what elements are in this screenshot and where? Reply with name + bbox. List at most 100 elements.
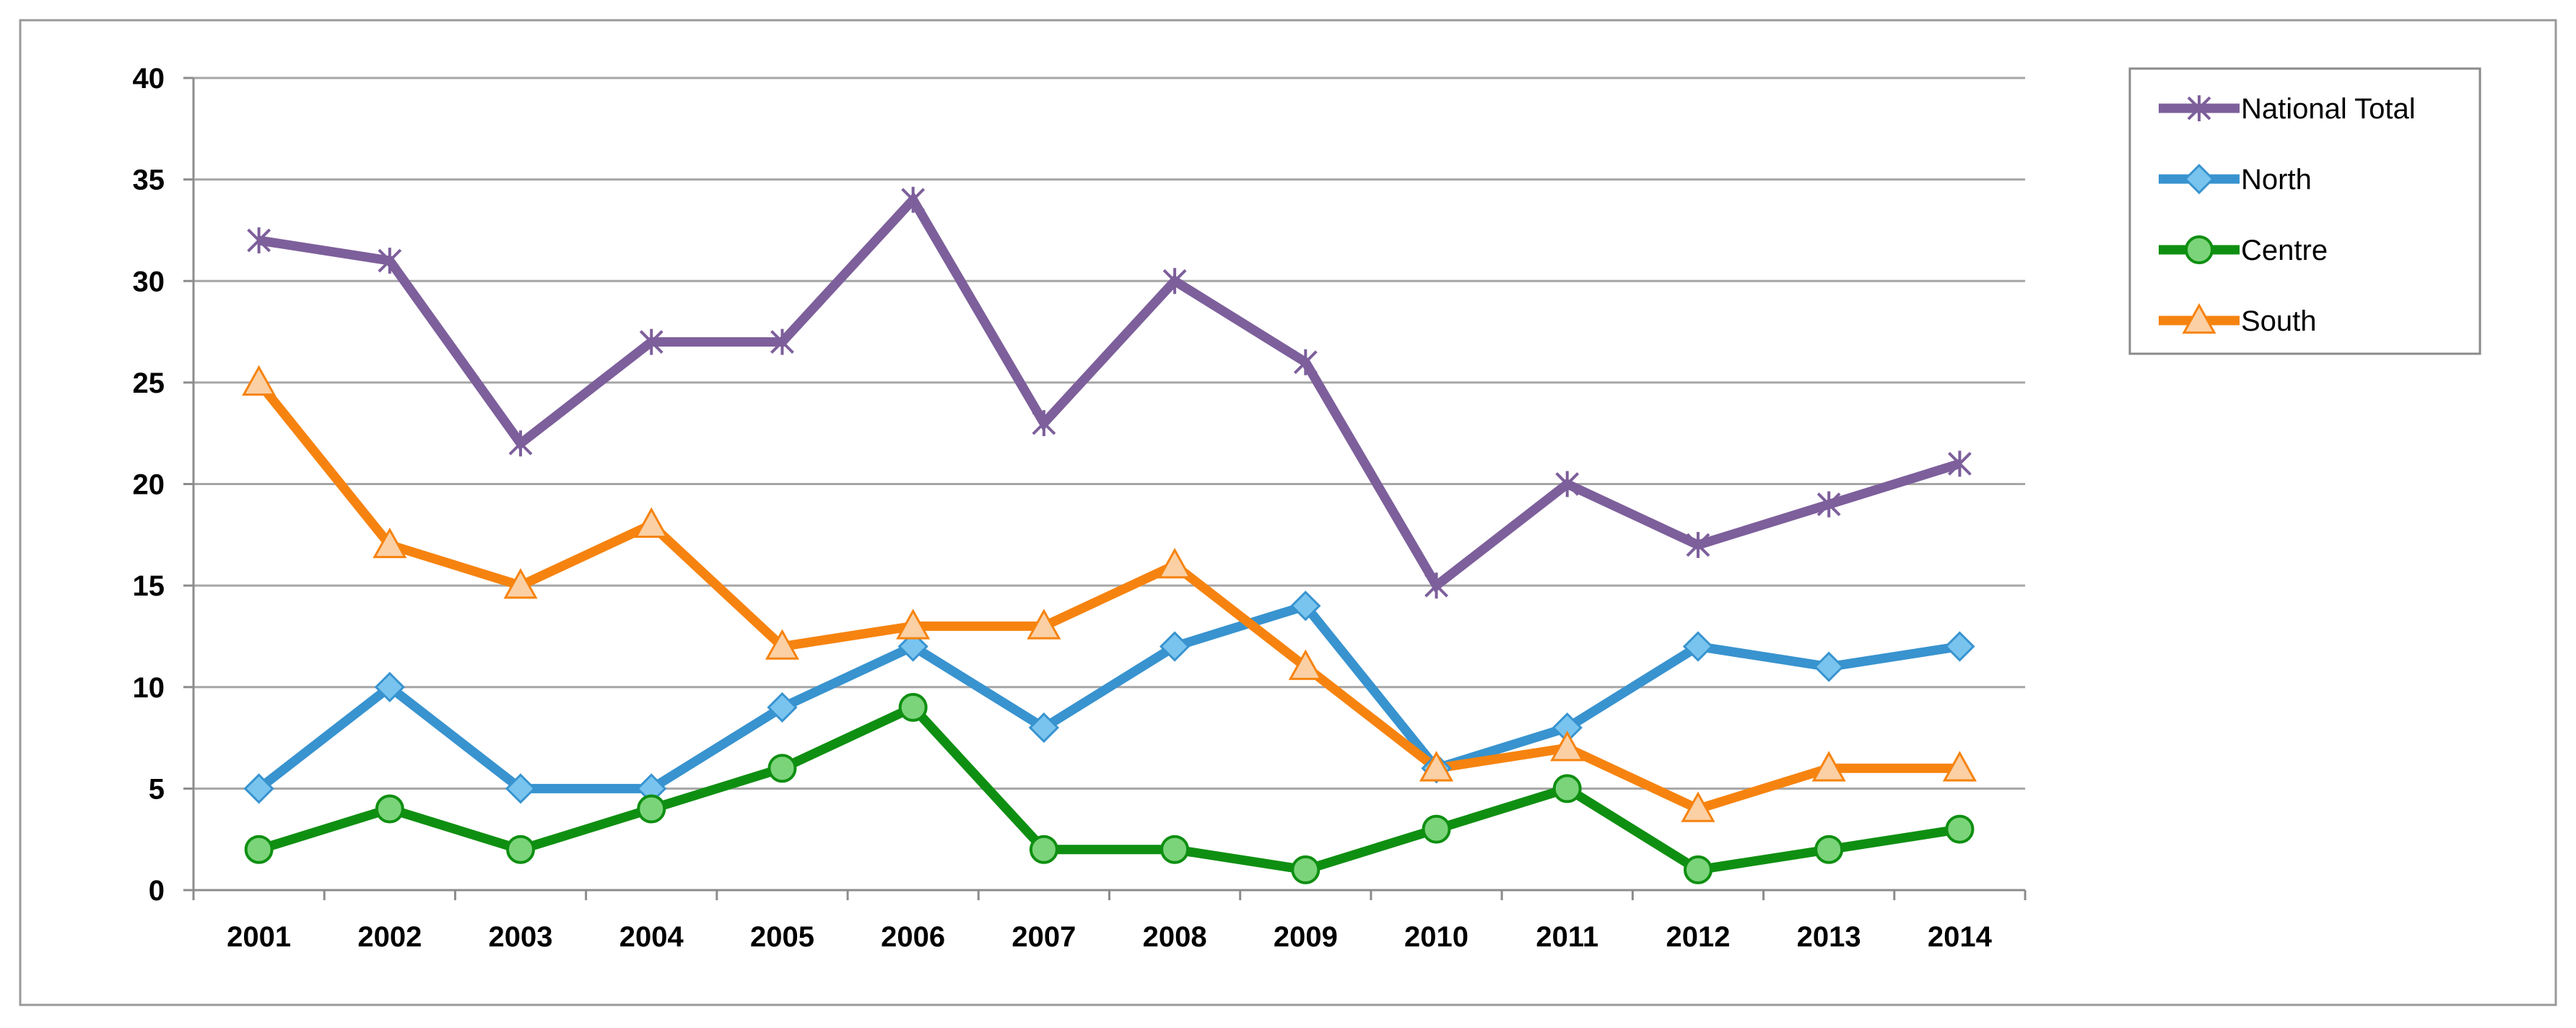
data-point-south bbox=[765, 629, 800, 660]
data-point-centre bbox=[1814, 835, 1844, 864]
data-point-national-total bbox=[378, 248, 402, 274]
data-point-national-total bbox=[1293, 349, 1318, 375]
data-point-centre bbox=[637, 794, 666, 824]
legend-item-national-total: National Total bbox=[2159, 93, 2416, 125]
data-point-centre bbox=[1683, 855, 1713, 884]
data-point-south bbox=[1550, 731, 1585, 762]
x-tick-label: 2003 bbox=[489, 921, 553, 953]
legend-marker-national-total bbox=[2187, 95, 2211, 121]
y-tick-label: 30 bbox=[133, 266, 165, 297]
x-tick-label: 2007 bbox=[1011, 921, 1076, 953]
legend-item-south: South bbox=[2159, 302, 2317, 337]
x-tick-label: 2001 bbox=[227, 921, 291, 953]
legend-label-north: North bbox=[2241, 164, 2312, 196]
series-lines bbox=[255, 191, 1962, 875]
axes: 0 5 10 15 20 25 30 35 40 2001 2002 2003 2004 2005 2006… bbox=[133, 63, 2027, 953]
legend-label-centre: Centre bbox=[2241, 235, 2328, 266]
data-point-centre bbox=[767, 754, 797, 783]
data-point-centre bbox=[1291, 855, 1320, 884]
data-point-centre bbox=[375, 794, 404, 824]
x-tick-label: 2005 bbox=[750, 921, 814, 953]
data-point-north bbox=[505, 773, 536, 804]
legend-item-north: North bbox=[2159, 163, 2312, 196]
data-point-south bbox=[1027, 609, 1061, 640]
data-point-south bbox=[896, 609, 931, 640]
data-point-centre bbox=[898, 692, 928, 722]
data-point-south bbox=[1419, 751, 1454, 782]
x-tick-label: 2012 bbox=[1666, 921, 1730, 953]
legend-marker-south bbox=[2182, 302, 2216, 334]
data-point-centre bbox=[1552, 774, 1582, 803]
data-point-south bbox=[1681, 791, 1715, 822]
x-tick-label: 2008 bbox=[1143, 921, 1207, 953]
data-point-south bbox=[503, 568, 538, 599]
data-point-north bbox=[767, 692, 798, 723]
data-point-national-total bbox=[901, 186, 926, 213]
data-point-south bbox=[1157, 547, 1192, 579]
data-point-south bbox=[1811, 751, 1846, 782]
y-tick-label: 40 bbox=[133, 63, 165, 95]
data-point-north bbox=[1290, 591, 1321, 622]
y-tick-label: 35 bbox=[133, 165, 165, 196]
data-point-national-total bbox=[1162, 268, 1187, 295]
x-tick-label: 2013 bbox=[1797, 921, 1861, 953]
data-point-north bbox=[1682, 631, 1714, 662]
data-point-north bbox=[243, 773, 274, 804]
data-point-centre bbox=[1160, 835, 1190, 864]
data-point-north bbox=[1814, 651, 1845, 682]
series-line-centre bbox=[257, 701, 1961, 875]
legend-box bbox=[2128, 67, 2481, 355]
data-point-centre bbox=[506, 835, 536, 864]
series-markers bbox=[242, 186, 1977, 884]
data-point-national-total bbox=[1424, 572, 1448, 599]
data-point-national-total bbox=[1555, 471, 1580, 497]
x-tick-label: 2014 bbox=[1928, 921, 1993, 953]
x-tick-label: 2004 bbox=[619, 921, 684, 953]
y-tick-label: 5 bbox=[149, 773, 165, 805]
data-point-national-total bbox=[1686, 531, 1710, 558]
data-point-south bbox=[1288, 649, 1323, 680]
gridlines bbox=[193, 77, 2025, 790]
data-point-centre bbox=[1945, 814, 1975, 844]
data-point-north bbox=[374, 671, 405, 702]
data-point-national-total bbox=[508, 430, 533, 457]
legend-item-centre: Centre bbox=[2159, 235, 2328, 266]
y-tick-label: 20 bbox=[133, 469, 165, 501]
data-point-centre bbox=[1422, 814, 1451, 844]
series-line-south bbox=[255, 379, 1960, 814]
series-line-north bbox=[256, 600, 1961, 793]
legend: National Total North Centre South bbox=[2128, 67, 2481, 355]
data-point-national-total bbox=[1032, 410, 1056, 437]
y-tick-label: 15 bbox=[133, 570, 165, 602]
legend-marker-centre bbox=[2185, 235, 2214, 264]
x-tick-label: 2002 bbox=[357, 921, 422, 953]
x-tick-label: 2010 bbox=[1404, 921, 1468, 953]
x-tick-label: 2009 bbox=[1274, 921, 1338, 953]
legend-label-national-total: National Total bbox=[2241, 93, 2416, 125]
data-point-south bbox=[634, 507, 669, 539]
x-tick-label: 2006 bbox=[881, 921, 945, 953]
data-point-centre bbox=[244, 835, 274, 864]
data-point-south bbox=[373, 527, 407, 559]
data-point-south bbox=[1942, 751, 1977, 782]
y-tick-label: 0 bbox=[149, 875, 165, 907]
x-tick-label: 2011 bbox=[1536, 921, 1598, 953]
data-point-national-total bbox=[1947, 450, 1972, 477]
series-line-national-total bbox=[258, 191, 1962, 593]
data-point-national-total bbox=[770, 328, 794, 355]
data-point-national-total bbox=[1816, 491, 1841, 518]
data-point-south bbox=[242, 365, 277, 396]
data-point-north bbox=[1944, 631, 1975, 662]
data-point-centre bbox=[1029, 835, 1058, 864]
y-tick-label: 25 bbox=[133, 367, 165, 399]
data-point-north bbox=[1159, 631, 1191, 662]
legend-marker-north bbox=[2183, 163, 2215, 195]
legend-label-south: South bbox=[2241, 305, 2317, 337]
data-point-national-total bbox=[639, 328, 663, 355]
y-tick-label: 10 bbox=[133, 672, 165, 704]
data-point-north bbox=[897, 631, 928, 662]
data-point-national-total bbox=[247, 227, 271, 253]
data-point-north bbox=[1028, 712, 1060, 744]
